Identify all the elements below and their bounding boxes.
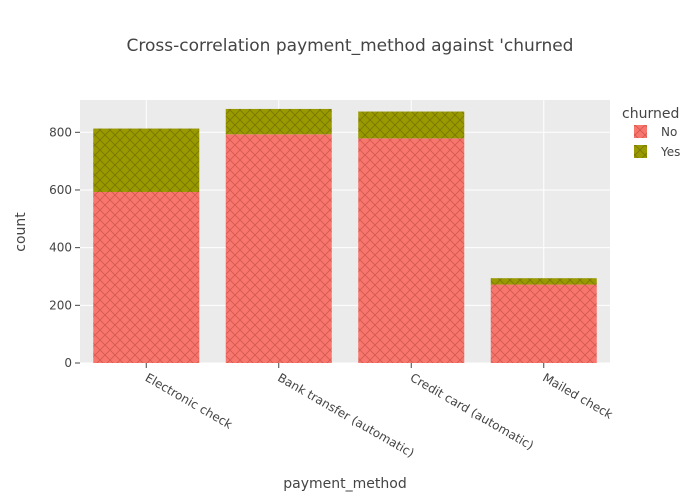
- y-tick-label: 600: [49, 183, 72, 197]
- x-tick-label: Mailed check: [540, 370, 615, 421]
- bar-no-2: [358, 138, 465, 363]
- y-tick-label: 200: [49, 298, 72, 312]
- bar-no-3: [490, 284, 597, 363]
- x-tick-label: Bank transfer (automatic): [275, 370, 416, 460]
- bar-no-1: [225, 134, 332, 363]
- legend-label-no: No: [661, 125, 677, 139]
- x-tick-label: Credit card (automatic): [408, 370, 536, 452]
- y-axis-label: count: [13, 212, 29, 252]
- bar-yes-2: [358, 111, 465, 139]
- y-tick-label: 400: [49, 241, 72, 255]
- bar-no-0: [93, 191, 200, 363]
- y-axis-ticks: 0 200 400 600 800: [49, 125, 80, 370]
- bar-yes-1: [225, 108, 332, 135]
- legend-label-yes: Yes: [660, 145, 680, 159]
- chart-title: Cross-correlation payment_method against…: [127, 36, 574, 56]
- legend-swatch-no: [634, 125, 647, 138]
- x-axis-label: payment_method: [283, 476, 406, 492]
- x-axis-ticks: Electronic check Bank transfer (automatic…: [143, 363, 615, 460]
- bars: [93, 108, 597, 363]
- legend: churned No Yes: [622, 106, 680, 159]
- bar-yes-3: [490, 278, 597, 285]
- x-tick-label: Electronic check: [143, 370, 235, 431]
- y-tick-label: 800: [49, 125, 72, 139]
- y-tick-label: 0: [64, 356, 72, 370]
- bar-yes-0: [93, 128, 200, 192]
- legend-title: churned: [622, 106, 679, 122]
- legend-swatch-yes: [634, 145, 647, 158]
